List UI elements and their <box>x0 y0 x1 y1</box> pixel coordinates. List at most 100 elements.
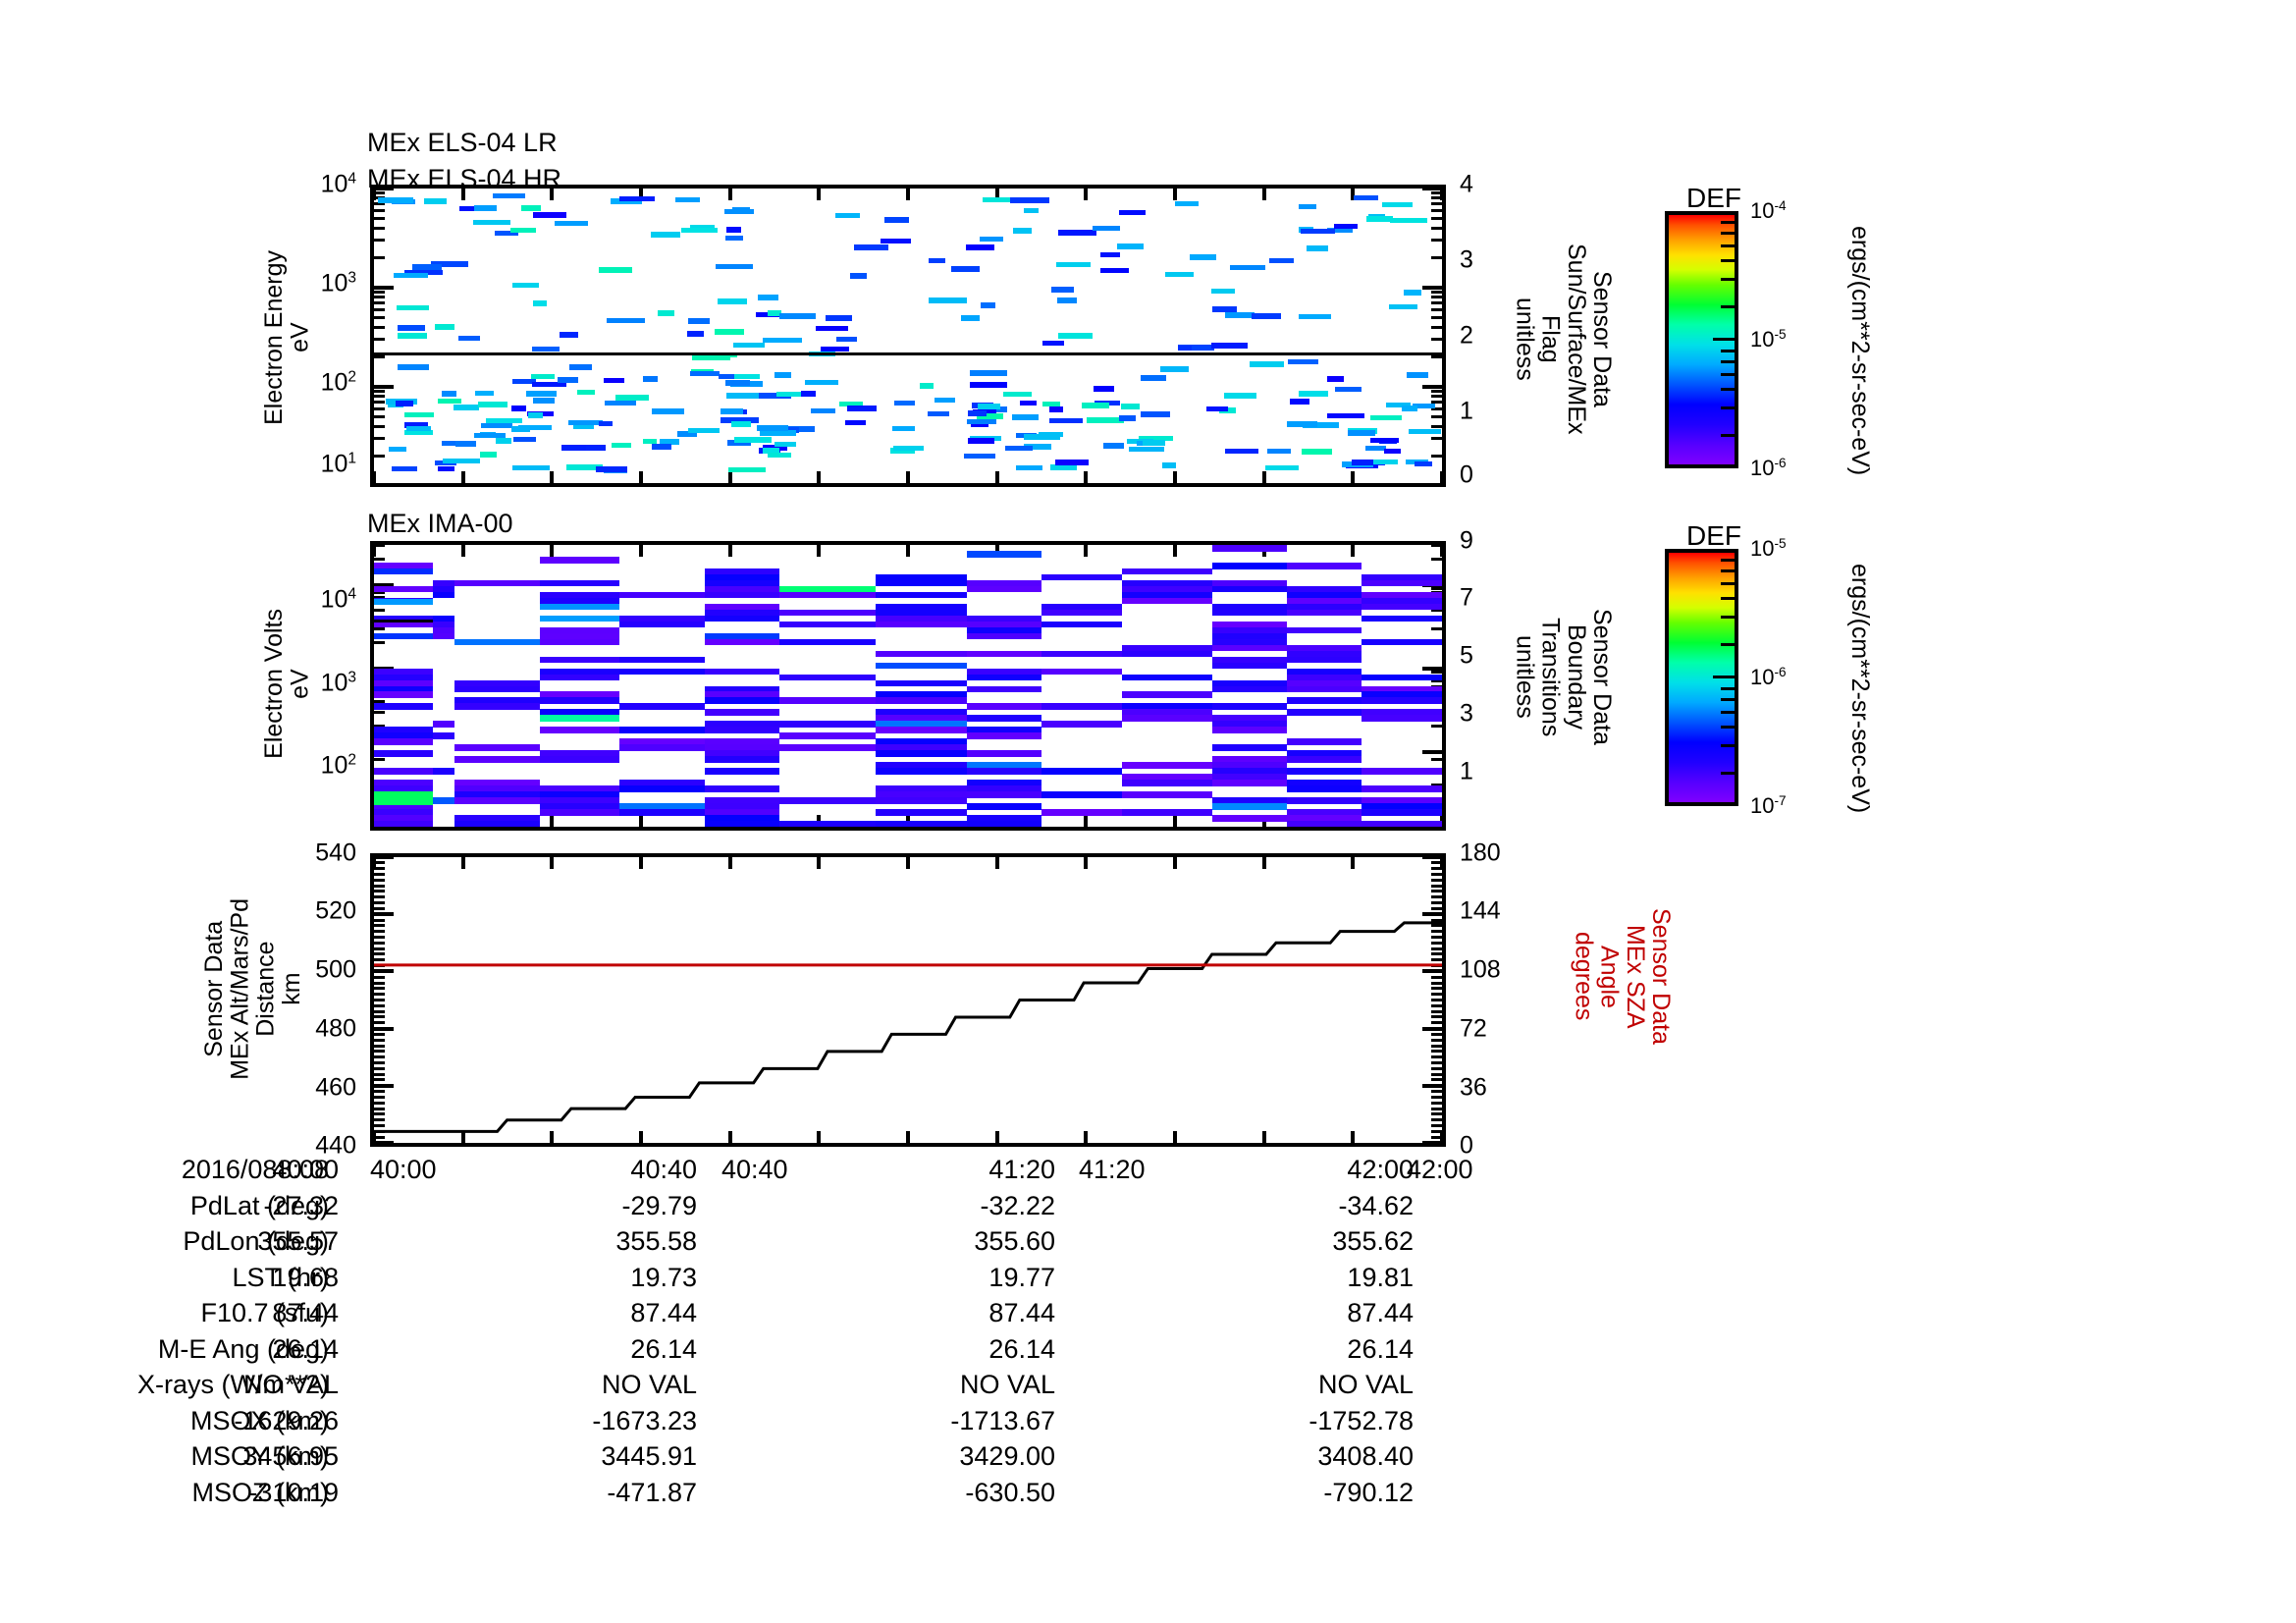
ytickr-els-2: 2 <box>1460 321 1473 350</box>
spectrogram-cell <box>441 440 456 447</box>
spectrogram-cell <box>619 780 706 786</box>
axis-tick-minor <box>374 208 385 212</box>
spectrogram-cell <box>705 815 780 822</box>
axis-tick <box>994 189 999 200</box>
spectrogram-cell <box>1129 446 1164 453</box>
spectrogram-cell <box>374 738 433 745</box>
spectrogram-cell <box>705 768 780 775</box>
panel-ima-plot[interactable] <box>370 541 1446 831</box>
spectrogram-cell <box>966 791 1041 798</box>
spectrogram-cell <box>763 337 802 344</box>
spectrogram-cell <box>1381 201 1413 208</box>
spectrogram-cell <box>1287 697 1362 705</box>
table-row-label: MSOX (km) <box>190 1405 329 1435</box>
spectrogram-cell <box>374 750 433 757</box>
spectrogram-cell <box>1121 762 1213 769</box>
table-cell: 26.14 <box>630 1333 697 1364</box>
axis-tick-minor <box>1431 987 1442 991</box>
spectrogram-cell <box>1023 444 1051 450</box>
spectrogram-cell <box>478 402 507 407</box>
axis-tick-minor <box>1431 975 1442 979</box>
axis-tick <box>727 189 732 200</box>
axis-tick-minor <box>1431 890 1442 893</box>
spectrogram-cell <box>966 626 1041 634</box>
axis-tick-minor <box>1431 338 1442 342</box>
axis-tick <box>727 1131 732 1143</box>
colorbar-ima-title: DEF <box>1686 520 1741 551</box>
axis-tick <box>1422 189 1442 190</box>
table-row-label: PdLon (deg) <box>183 1226 329 1256</box>
axis-tick-minor <box>1431 1009 1442 1013</box>
spectrogram-cell <box>1362 803 1442 810</box>
spectrogram-cell <box>1212 621 1288 628</box>
spectrogram-cell <box>596 466 627 472</box>
axis-tick-minor <box>374 758 385 762</box>
axis-tick <box>639 815 643 827</box>
axis-tick <box>1084 815 1089 827</box>
spectrogram-cell <box>928 410 950 417</box>
axis-tick-minor <box>1431 1050 1442 1054</box>
axis-tick-minor <box>1431 670 1442 674</box>
xtick-4120: 41:20 <box>1079 1155 1146 1184</box>
spectrogram-cell <box>432 632 454 640</box>
spectrogram-cell <box>539 603 620 611</box>
ytickr-ima-9: 9 <box>1460 526 1473 555</box>
table-cell: 26.14 <box>1347 1333 1414 1364</box>
spectrogram-cell <box>619 656 706 664</box>
spectrogram-cell <box>1388 303 1417 310</box>
spectrogram-cell <box>966 615 1041 622</box>
spectrogram-cell <box>1287 650 1362 658</box>
axis-tick-minor <box>1431 191 1442 195</box>
spectrogram-cell <box>619 703 706 711</box>
axis-tick <box>374 582 394 587</box>
spectrogram-cell <box>844 419 867 426</box>
spectrogram-cell <box>1212 780 1288 786</box>
spectrogram-cell <box>1287 815 1362 822</box>
spectrogram-cell <box>934 397 955 404</box>
table-row-label: 2016/088:08 <box>181 1155 329 1184</box>
spectrogram-cell <box>849 273 868 279</box>
spectrogram-cell <box>517 424 553 431</box>
spectrogram-cell <box>374 562 433 569</box>
spectrogram-cell <box>876 821 967 827</box>
axis-tick-minor <box>374 338 385 342</box>
els-rlabel-2: Sun/Surface/MEx <box>1562 243 1590 435</box>
spectrogram-cell <box>966 732 1041 739</box>
axis-tick <box>374 969 394 974</box>
alt-rlabel-2: MEx SZA <box>1621 924 1649 1029</box>
spectrogram-cell <box>432 797 454 804</box>
alt-ylabel-2: MEx Alt/Mars/Pd <box>226 898 254 1080</box>
axis-tick <box>817 1131 822 1143</box>
spectrogram-cell <box>1121 791 1213 798</box>
cbtick-els-top: 10-4 <box>1750 197 1787 224</box>
spectrogram-cell <box>1119 209 1146 216</box>
spectrogram-cell <box>1082 403 1110 408</box>
spectrogram-cell <box>512 378 537 385</box>
spectrogram-cell <box>374 821 433 827</box>
spectrogram-cell <box>966 785 1041 792</box>
spectrogram-cell <box>1041 668 1122 676</box>
spectrogram-cell <box>686 331 705 337</box>
panel-els-plot[interactable] <box>370 185 1446 487</box>
axis-tick-minor <box>374 993 385 997</box>
spectrogram-cell <box>614 395 649 401</box>
axis-tick-minor <box>1431 414 1442 418</box>
axis-tick-minor <box>1431 750 1442 754</box>
spectrogram-cell <box>378 197 414 203</box>
axis-tick-minor <box>1431 981 1442 985</box>
spectrogram-cell <box>721 417 759 423</box>
spectrogram-cell <box>393 272 429 279</box>
spectrogram-cell <box>532 212 567 218</box>
axis-tick-minor <box>1431 1032 1442 1036</box>
panel-alt-plot[interactable] <box>370 853 1446 1147</box>
spectrogram-cell <box>1161 462 1176 468</box>
spectrogram-cell <box>532 300 548 306</box>
spectrogram-cell <box>473 219 511 226</box>
axis-tick-minor <box>1431 325 1442 329</box>
spectrogram-cell <box>454 744 540 751</box>
spectrogram-cell <box>619 668 706 676</box>
spectrogram-cell <box>963 453 996 460</box>
axis-tick-minor <box>374 1038 385 1042</box>
spectrogram-cell <box>1372 459 1398 465</box>
axis-tick-minor <box>374 1015 385 1019</box>
